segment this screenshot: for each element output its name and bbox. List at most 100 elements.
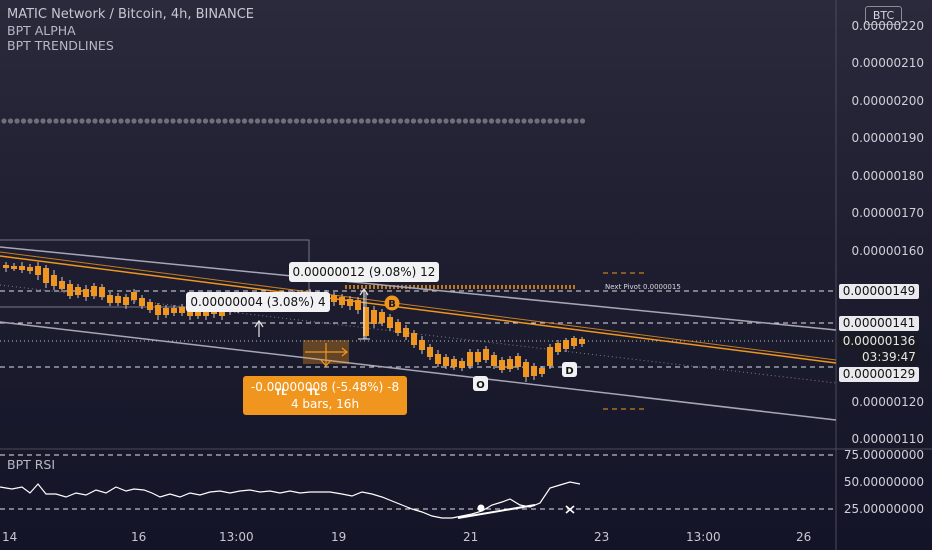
indicator-trendlines-label[interactable]: BPT TRENDLINES	[7, 38, 114, 53]
candle-body	[419, 340, 425, 350]
indicator-alpha-label[interactable]: BPT ALPHA	[7, 23, 76, 38]
orange-trendline-2	[0, 251, 837, 361]
candle-body	[379, 312, 385, 323]
alpha-dot	[404, 118, 410, 124]
alpha-dot	[313, 118, 319, 124]
cross-icon	[565, 505, 575, 514]
alpha-dot	[358, 118, 365, 124]
alpha-dot	[215, 118, 222, 124]
o-marker-label: O	[476, 380, 485, 391]
price-axis-label: 0.00000110	[851, 432, 924, 446]
candle-body	[139, 298, 145, 306]
alpha-dot	[222, 118, 228, 124]
candle-body	[75, 287, 81, 295]
price-tag-149: 0.00000149	[839, 284, 919, 299]
candle-body	[387, 317, 393, 328]
rsi-divergence-line	[457, 504, 536, 519]
alpha-dot	[189, 118, 196, 124]
price-axis-label: 0.00000160	[851, 244, 924, 258]
time-axis-label: 26	[796, 530, 812, 544]
alpha-dot	[410, 118, 417, 124]
time-axis-label: 13:00	[686, 530, 721, 544]
candle-body	[507, 359, 513, 369]
upper-trendline	[0, 246, 837, 331]
alpha-dot	[423, 118, 430, 124]
alpha-dot	[79, 118, 85, 124]
o-marker[interactable]	[473, 376, 488, 391]
rsi-axis-label: 25.00000000	[843, 502, 924, 516]
alpha-dot	[118, 118, 124, 124]
alpha-dot	[144, 118, 150, 124]
measure-up-large[interactable]: 0.00000012 (9.08%) 12	[289, 262, 439, 282]
alpha-dot	[352, 118, 358, 124]
measure-down[interactable]: -0.00000008 (-5.48%) -8 4 bars, 16h	[243, 376, 407, 415]
alpha-dot	[209, 118, 215, 124]
candle-body	[11, 266, 17, 269]
alpha-dot	[72, 118, 79, 124]
alpha-dot	[345, 118, 352, 124]
candle-body	[163, 308, 169, 315]
alpha-dot	[579, 118, 586, 124]
alpha-dot	[98, 118, 105, 124]
alpha-dot	[176, 118, 183, 124]
alpha-dot	[46, 118, 53, 124]
alpha-dot	[371, 118, 378, 124]
rsi-title[interactable]: BPT RSI	[7, 457, 56, 472]
candle-body	[395, 322, 401, 333]
candle-body	[347, 299, 353, 306]
alpha-dot	[241, 118, 248, 124]
candle-body	[539, 368, 545, 374]
alpha-dot	[508, 118, 514, 124]
alpha-dot	[475, 118, 482, 124]
candle-body	[115, 296, 121, 303]
orange-trendline-1	[0, 255, 837, 364]
candle-body	[187, 309, 193, 316]
alpha-dot	[7, 118, 14, 124]
candle-body	[579, 339, 585, 344]
candle-body	[443, 357, 449, 366]
alpha-dot	[196, 118, 202, 124]
alpha-dot	[105, 118, 111, 124]
alpha-dot	[124, 118, 131, 124]
candle-body	[91, 286, 97, 296]
alpha-dot	[131, 118, 137, 124]
alpha-dot	[319, 118, 326, 124]
currency-button[interactable]: BTC	[865, 6, 902, 25]
alpha-dot	[92, 118, 98, 124]
alpha-dot	[59, 118, 66, 124]
trendline-marker-2: TL	[308, 388, 320, 398]
alpha-dot	[14, 118, 20, 124]
candle-body	[147, 302, 153, 310]
alpha-dot	[436, 118, 443, 124]
alpha-dot	[280, 118, 287, 124]
candle-body	[155, 305, 161, 315]
time-axis-label: 14	[2, 530, 18, 544]
candles-group	[3, 262, 585, 382]
price-axis-label: 0.00000220	[851, 19, 924, 33]
candle-body	[35, 266, 41, 275]
time-axis-label: 21	[463, 530, 479, 544]
candle-body	[355, 300, 361, 310]
rsi-axis-label: 75.00000000	[843, 448, 924, 462]
candle-body	[179, 307, 185, 313]
alpha-dot	[170, 118, 176, 124]
candle-body	[467, 352, 473, 366]
d-marker[interactable]	[562, 362, 577, 377]
measure-up-small[interactable]: 0.00000004 (3.08%) 4	[186, 292, 330, 312]
price-axis-label: 0.00000120	[851, 395, 924, 409]
alpha-dot	[566, 118, 573, 124]
price-axis-label: 0.00000180	[851, 169, 924, 183]
alpha-dot	[397, 118, 404, 124]
alpha-dot	[300, 118, 306, 124]
down-arrow-icon	[320, 359, 332, 367]
alpha-dot	[85, 118, 92, 124]
candle-body	[435, 354, 441, 364]
lower-trendline	[0, 321, 837, 421]
alpha-dots-row	[1, 118, 586, 124]
candle-body	[483, 349, 489, 360]
alpha-dot	[456, 118, 462, 124]
buy-marker[interactable]	[384, 295, 400, 311]
candle-body	[51, 275, 57, 286]
